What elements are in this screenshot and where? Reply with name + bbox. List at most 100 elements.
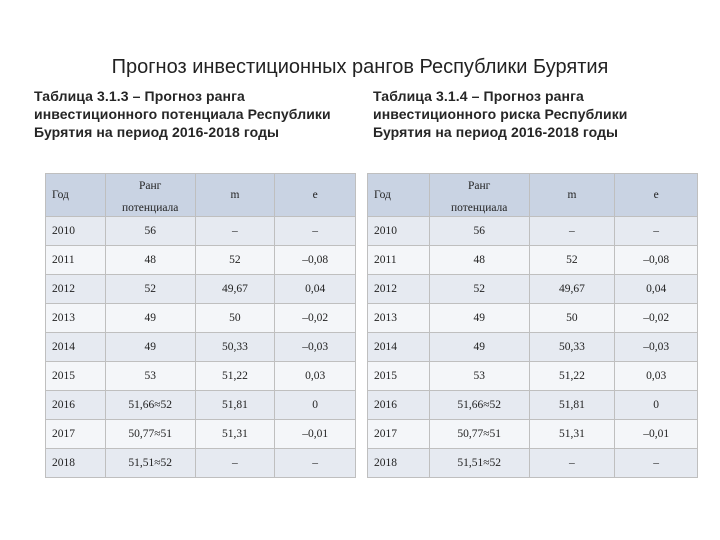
cell-e: 0 — [614, 390, 698, 420]
cell-m: – — [194, 216, 276, 246]
table-row: 2017 50,77≈51 51,31 –0,01 — [367, 419, 698, 449]
cell-m: 50 — [528, 303, 616, 333]
table-row: 2013 49 50 –0,02 — [45, 303, 356, 333]
cell-e: –0,03 — [614, 332, 698, 362]
cell-e: – — [274, 448, 356, 478]
cell-m: 50 — [194, 303, 276, 333]
cell-rank: 49 — [104, 303, 196, 333]
cell-e: – — [614, 448, 698, 478]
header-e: e — [614, 173, 698, 217]
cell-m: 51,31 — [528, 419, 616, 449]
cell-year: 2013 — [367, 303, 430, 333]
cell-m: 51,81 — [194, 390, 276, 420]
cell-rank: 50,77≈51 — [428, 419, 530, 449]
header-m: m — [528, 173, 616, 217]
cell-rank: 51,66≈52 — [428, 390, 530, 420]
table-row: 2012 52 49,67 0,04 — [45, 274, 356, 304]
cell-rank: 49 — [428, 332, 530, 362]
cell-year: 2018 — [367, 448, 430, 478]
cell-e: 0,04 — [614, 274, 698, 304]
table-row: 2014 49 50,33 –0,03 — [45, 332, 356, 362]
cell-e: –0,02 — [614, 303, 698, 333]
cell-m: – — [528, 216, 616, 246]
table-row: 2012 52 49,67 0,04 — [367, 274, 698, 304]
cell-year: 2018 — [45, 448, 106, 478]
cell-e: 0,03 — [274, 361, 356, 391]
cell-m: – — [528, 448, 616, 478]
header-year: Год — [367, 173, 430, 217]
cell-m: 52 — [528, 245, 616, 275]
cell-year: 2017 — [45, 419, 106, 449]
header-e: e — [274, 173, 356, 217]
header-m: m — [194, 173, 276, 217]
table-row: 2017 50,77≈51 51,31 –0,01 — [45, 419, 356, 449]
header-rank-top: Ранг — [468, 180, 491, 192]
left-table-caption: Таблица 3.1.3 – Прогноз ранга инвестицио… — [34, 88, 331, 140]
cell-e: 0,03 — [614, 361, 698, 391]
cell-year: 2012 — [45, 274, 106, 304]
cell-m: 51,22 — [194, 361, 276, 391]
table-row: 2013 49 50 –0,02 — [367, 303, 698, 333]
table-row: 2015 53 51,22 0,03 — [367, 361, 698, 391]
cell-m: 52 — [194, 245, 276, 275]
table-row: 2016 51,66≈52 51,81 0 — [45, 390, 356, 420]
cell-m: 51,22 — [528, 361, 616, 391]
cell-m: 51,31 — [194, 419, 276, 449]
cell-year: 2017 — [367, 419, 430, 449]
cell-e: – — [614, 216, 698, 246]
cell-year: 2016 — [45, 390, 106, 420]
cell-year: 2013 — [45, 303, 106, 333]
cell-rank: 49 — [428, 303, 530, 333]
table-row: 2018 51,51≈52– – — [45, 448, 356, 478]
cell-year: 2011 — [45, 245, 106, 275]
cell-year: 2011 — [367, 245, 430, 275]
header-rank: Ранг потенциала — [428, 173, 530, 217]
table-row: 2010 56– – — [45, 216, 356, 246]
cell-year: 2014 — [367, 332, 430, 362]
table-row: 2010 56– – — [367, 216, 698, 246]
cell-rank: 50,77≈51 — [104, 419, 196, 449]
right-table-caption: Таблица 3.1.4 – Прогноз ранга инвестицио… — [373, 88, 628, 140]
cell-m: 50,33 — [528, 332, 616, 362]
table-row: 2018 51,51≈52– – — [367, 448, 698, 478]
cell-e: 0,04 — [274, 274, 356, 304]
cell-m: 49,67 — [528, 274, 616, 304]
cell-e: –0,03 — [274, 332, 356, 362]
cell-year: 2014 — [45, 332, 106, 362]
cell-rank: 52 — [104, 274, 196, 304]
cell-rank: 53 — [104, 361, 196, 391]
cell-year: 2015 — [367, 361, 430, 391]
cell-e: –0,02 — [274, 303, 356, 333]
cell-e: –0,01 — [274, 419, 356, 449]
table-row: 2014 49 50,33 –0,03 — [367, 332, 698, 362]
cell-m: 51,81 — [528, 390, 616, 420]
cell-rank: 53 — [428, 361, 530, 391]
cell-m: 49,67 — [194, 274, 276, 304]
cell-e: 0 — [274, 390, 356, 420]
cell-rank: 51,66≈52 — [104, 390, 196, 420]
table-row: 2016 51,66≈52 51,81 0 — [367, 390, 698, 420]
cell-year: 2010 — [367, 216, 430, 246]
cell-m: – — [194, 448, 276, 478]
cell-rank: 51,51≈52 — [104, 448, 196, 478]
cell-m: 50,33 — [194, 332, 276, 362]
header-rank: Ранг потенциала — [104, 173, 196, 217]
cell-year: 2016 — [367, 390, 430, 420]
table-row: 2011 48 52 –0,08 — [45, 245, 356, 275]
cell-rank: 56 — [104, 216, 196, 246]
cell-e: –0,08 — [614, 245, 698, 275]
table-row: 2015 53 51,22 0,03 — [45, 361, 356, 391]
cell-rank: 52 — [428, 274, 530, 304]
investment-risk-table: Год Ранг потенциала m e 2010 56– –2011 48 52… — [367, 173, 698, 478]
investment-potential-table: Год Ранг потенциала m e 2010 56– –2011 48 52… — [45, 173, 356, 478]
cell-year: 2015 — [45, 361, 106, 391]
header-year: Год — [45, 173, 106, 217]
cell-rank: 48 — [104, 245, 196, 275]
cell-e: –0,01 — [614, 419, 698, 449]
cell-e: – — [274, 216, 356, 246]
table-header-row: Год Ранг потенциала m e — [367, 173, 698, 217]
cell-year: 2012 — [367, 274, 430, 304]
cell-rank: 51,51≈52 — [428, 448, 530, 478]
cell-rank: 56 — [428, 216, 530, 246]
cell-year: 2010 — [45, 216, 106, 246]
